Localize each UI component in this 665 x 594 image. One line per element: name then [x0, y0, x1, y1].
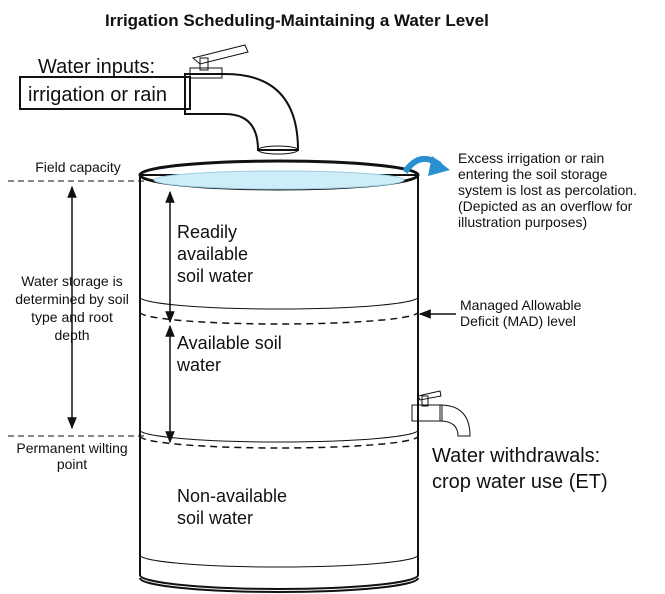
field-capacity-label: Field capacity — [35, 159, 121, 175]
storage-label: type and root — [31, 309, 113, 325]
input-label: Water inputs: — [38, 56, 155, 78]
withdrawals-label: crop water use (ET) — [432, 471, 608, 493]
mad-label: Deficit (MAD) level — [460, 313, 576, 329]
excess-label: illustration purposes) — [458, 214, 587, 230]
spigot — [412, 391, 470, 436]
excess-label: (Depicted as an overflow for — [458, 198, 633, 214]
zone-label: Readily — [177, 222, 237, 242]
excess-label: entering the soil storage — [458, 166, 608, 182]
wilting-label: point — [57, 456, 87, 472]
zone-label: water — [176, 355, 221, 375]
title: Irrigation Scheduling-Maintaining a Wate… — [105, 11, 489, 30]
zone-label: soil water — [177, 266, 253, 286]
zone-label: Non-available — [177, 486, 287, 506]
zone-label: available — [177, 244, 248, 264]
storage-label: Water storage is — [21, 273, 122, 289]
zone-label: Available soil — [177, 333, 282, 353]
excess-label: Excess irrigation or rain — [458, 150, 604, 166]
page: Irrigation Scheduling-Maintaining a Wate… — [0, 0, 665, 594]
withdrawals-label: Water withdrawals: — [432, 445, 600, 467]
diagram: Irrigation Scheduling-Maintaining a Wate… — [0, 0, 665, 594]
storage-label: determined by soil — [15, 291, 129, 307]
storage-label: depth — [54, 327, 89, 343]
excess-label: system is lost as percolation. — [458, 182, 637, 198]
input-label: irrigation or rain — [28, 84, 167, 106]
wilting-label: Permanent wilting — [16, 440, 127, 456]
mad-label: Managed Allowable — [460, 297, 582, 313]
zone-label: soil water — [177, 508, 253, 528]
